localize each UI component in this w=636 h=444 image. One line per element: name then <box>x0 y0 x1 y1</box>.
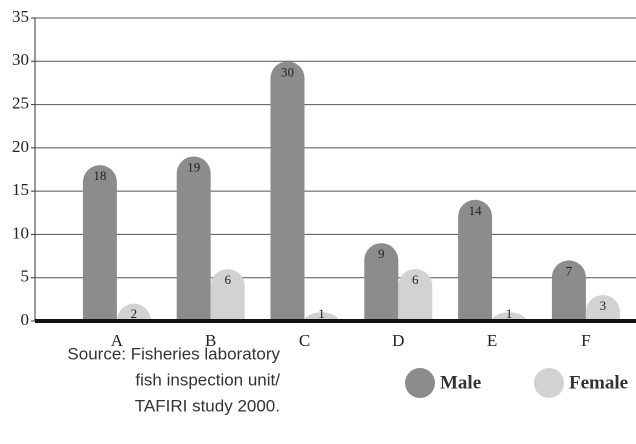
legend-swatch <box>405 368 435 398</box>
y-tick-label: 30 <box>12 50 29 69</box>
data-label: 9 <box>378 246 385 261</box>
data-label: 7 <box>566 263 573 278</box>
data-label: 30 <box>281 64 294 79</box>
y-tick-label: 25 <box>12 93 29 112</box>
bar <box>364 243 399 321</box>
data-label: 14 <box>469 203 483 218</box>
data-label: 1 <box>318 306 325 321</box>
bar <box>398 269 433 321</box>
bar <box>176 156 211 321</box>
bar <box>585 295 620 321</box>
data-label: 3 <box>600 298 607 313</box>
bar <box>304 312 339 321</box>
data-label: 2 <box>131 306 138 321</box>
bar <box>551 260 586 321</box>
y-tick-label: 10 <box>12 223 29 242</box>
bar <box>492 312 527 321</box>
y-tick-label: 5 <box>21 267 30 286</box>
data-label: 6 <box>224 272 231 287</box>
bar <box>270 61 305 322</box>
y-tick-label: 15 <box>12 180 29 199</box>
legend-swatch <box>534 368 564 398</box>
x-tick-label: E <box>487 331 497 350</box>
bar <box>116 303 151 321</box>
x-tick-label: D <box>392 331 404 350</box>
source-note: TAFIRI study 2000. <box>135 396 280 415</box>
x-tick-label: B <box>205 331 216 350</box>
x-tick-label: A <box>111 331 124 350</box>
bar <box>458 199 493 321</box>
data-label: 19 <box>187 159 200 174</box>
y-tick-label: 0 <box>21 310 30 329</box>
data-label: 1 <box>506 306 513 321</box>
bar <box>82 165 117 321</box>
legend-label: Male <box>440 372 481 393</box>
source-note: Source: Fisheries laboratory <box>67 344 280 363</box>
data-label: 18 <box>93 168 106 183</box>
x-tick-label: F <box>581 331 590 350</box>
y-tick-label: 35 <box>12 7 29 26</box>
source-note: fish inspection unit/ <box>135 370 280 389</box>
legend-label: Female <box>569 372 628 393</box>
data-label: 6 <box>412 272 419 287</box>
x-tick-label: C <box>299 331 310 350</box>
bar <box>210 269 245 321</box>
y-tick-label: 20 <box>12 137 29 156</box>
